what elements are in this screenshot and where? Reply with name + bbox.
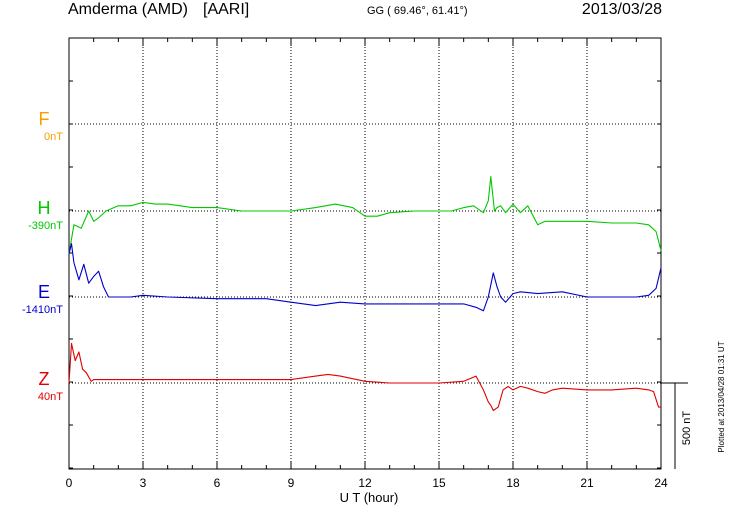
component-baseline-h: -390nT [28, 220, 63, 232]
x-tick-label: 21 [580, 476, 594, 490]
x-tick-label: 15 [432, 476, 446, 490]
x-tick-label: 3 [140, 476, 147, 490]
grid-layer [69, 38, 661, 469]
component-baseline-z: 40nT [38, 391, 63, 403]
series-h-line [68, 176, 662, 255]
series-layer [68, 176, 662, 412]
scale-bar-label: 500 nT [681, 411, 693, 446]
x-tick-label: 0 [66, 476, 73, 490]
network-label: [AARI] [203, 1, 250, 18]
series-e-line [68, 243, 662, 312]
x-tick-label: 9 [288, 476, 295, 490]
x-tick-label: 12 [358, 476, 372, 490]
x-tick-label: 18 [506, 476, 520, 490]
geo-coords: GG ( 69.46°, 61.41°) [367, 5, 468, 17]
station-title: Amderma (AMD) [68, 1, 189, 18]
x-axis-label: U T (hour) [340, 490, 399, 505]
date-label: 2013/03/28 [581, 1, 662, 18]
x-tick-label: 6 [214, 476, 221, 490]
component-baseline-e: -1410nT [22, 304, 63, 316]
plotted-note: Plotted at 2013/04/28 01:31 UT [717, 341, 726, 452]
component-letter-h: H [38, 198, 51, 218]
component-letter-z: Z [39, 369, 50, 389]
component-letter-f: F [39, 109, 50, 129]
series-z-line [68, 342, 661, 412]
scale-bar: 500 nT Plotted at 2013/04/28 01:31 UT [661, 341, 726, 469]
component-labels: F 0nT H -390nT E -1410nT Z 40nT [22, 109, 63, 403]
x-tick-label: 24 [654, 476, 668, 490]
axis-frame: 0 3 6 9 12 15 18 21 24 U T (hour) [66, 37, 668, 505]
component-baseline-f: 0nT [44, 131, 63, 143]
component-letter-e: E [38, 282, 50, 302]
